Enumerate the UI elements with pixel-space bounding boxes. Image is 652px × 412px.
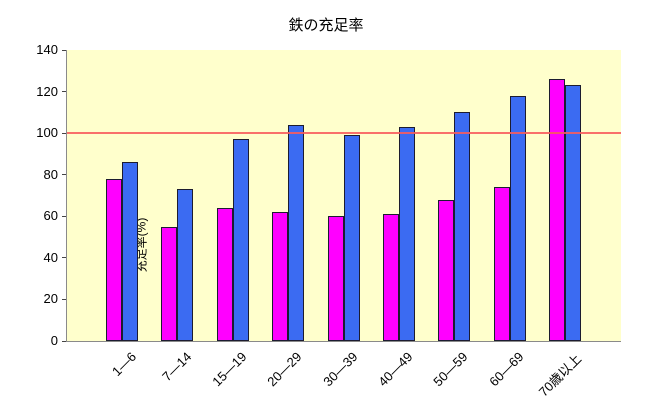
bar-magenta-series (106, 178, 122, 341)
y-tick-label: 120 (36, 83, 58, 99)
bar-blue-series (565, 85, 582, 341)
x-tick-label: 15—19 (209, 349, 250, 390)
bar-blue-series (454, 112, 471, 341)
y-tick-mark (62, 174, 66, 176)
x-tick-label: 7—14 (158, 349, 195, 385)
x-tick-label: 70歳以上 (535, 351, 584, 400)
y-tick-label: 80 (43, 166, 58, 182)
bar-blue-series (122, 162, 138, 341)
bar-magenta-series (549, 79, 566, 341)
bar-magenta-series (216, 207, 233, 341)
y-tick-mark (62, 49, 66, 51)
bar-magenta-series (383, 214, 399, 341)
x-tick-label: 50—59 (430, 349, 472, 390)
bar-magenta-series (493, 187, 510, 341)
x-tick-label: 60—69 (486, 349, 527, 390)
bar-blue-series (177, 189, 194, 341)
x-tick-label: 40—49 (375, 349, 416, 390)
bar-blue-series (232, 139, 249, 341)
x-tick-label: 1—6 (108, 349, 139, 380)
plot-area: 充足率(%) (66, 50, 621, 342)
y-tick-mark (62, 91, 66, 93)
y-tick-label: 20 (43, 291, 58, 307)
y-tick-label: 40 (43, 249, 58, 265)
y-tick-label: 100 (36, 125, 58, 141)
bar-blue-series (288, 124, 305, 341)
chart-title: 鉄の充足率 (288, 17, 364, 34)
bar-magenta-series (438, 199, 455, 341)
y-tick-mark (62, 132, 66, 134)
bar-magenta-series (272, 212, 289, 341)
y-tick-mark (62, 340, 66, 342)
bar-blue-series (399, 126, 415, 341)
bar-blue-series (343, 135, 360, 341)
bar-magenta-series (161, 226, 178, 341)
x-tick-label: 20—29 (264, 349, 305, 390)
y-tick-mark (62, 257, 66, 259)
y-tick-label: 60 (43, 208, 58, 224)
y-tick-label: 140 (36, 42, 58, 57)
reference-line-100 (67, 132, 621, 135)
bar-magenta-series (327, 216, 344, 341)
y-tick-mark (62, 298, 66, 300)
y-tick-label: 0 (50, 333, 58, 348)
bar-blue-series (509, 95, 526, 341)
y-tick-mark (62, 215, 66, 217)
x-tick-label: 30—39 (319, 349, 361, 390)
